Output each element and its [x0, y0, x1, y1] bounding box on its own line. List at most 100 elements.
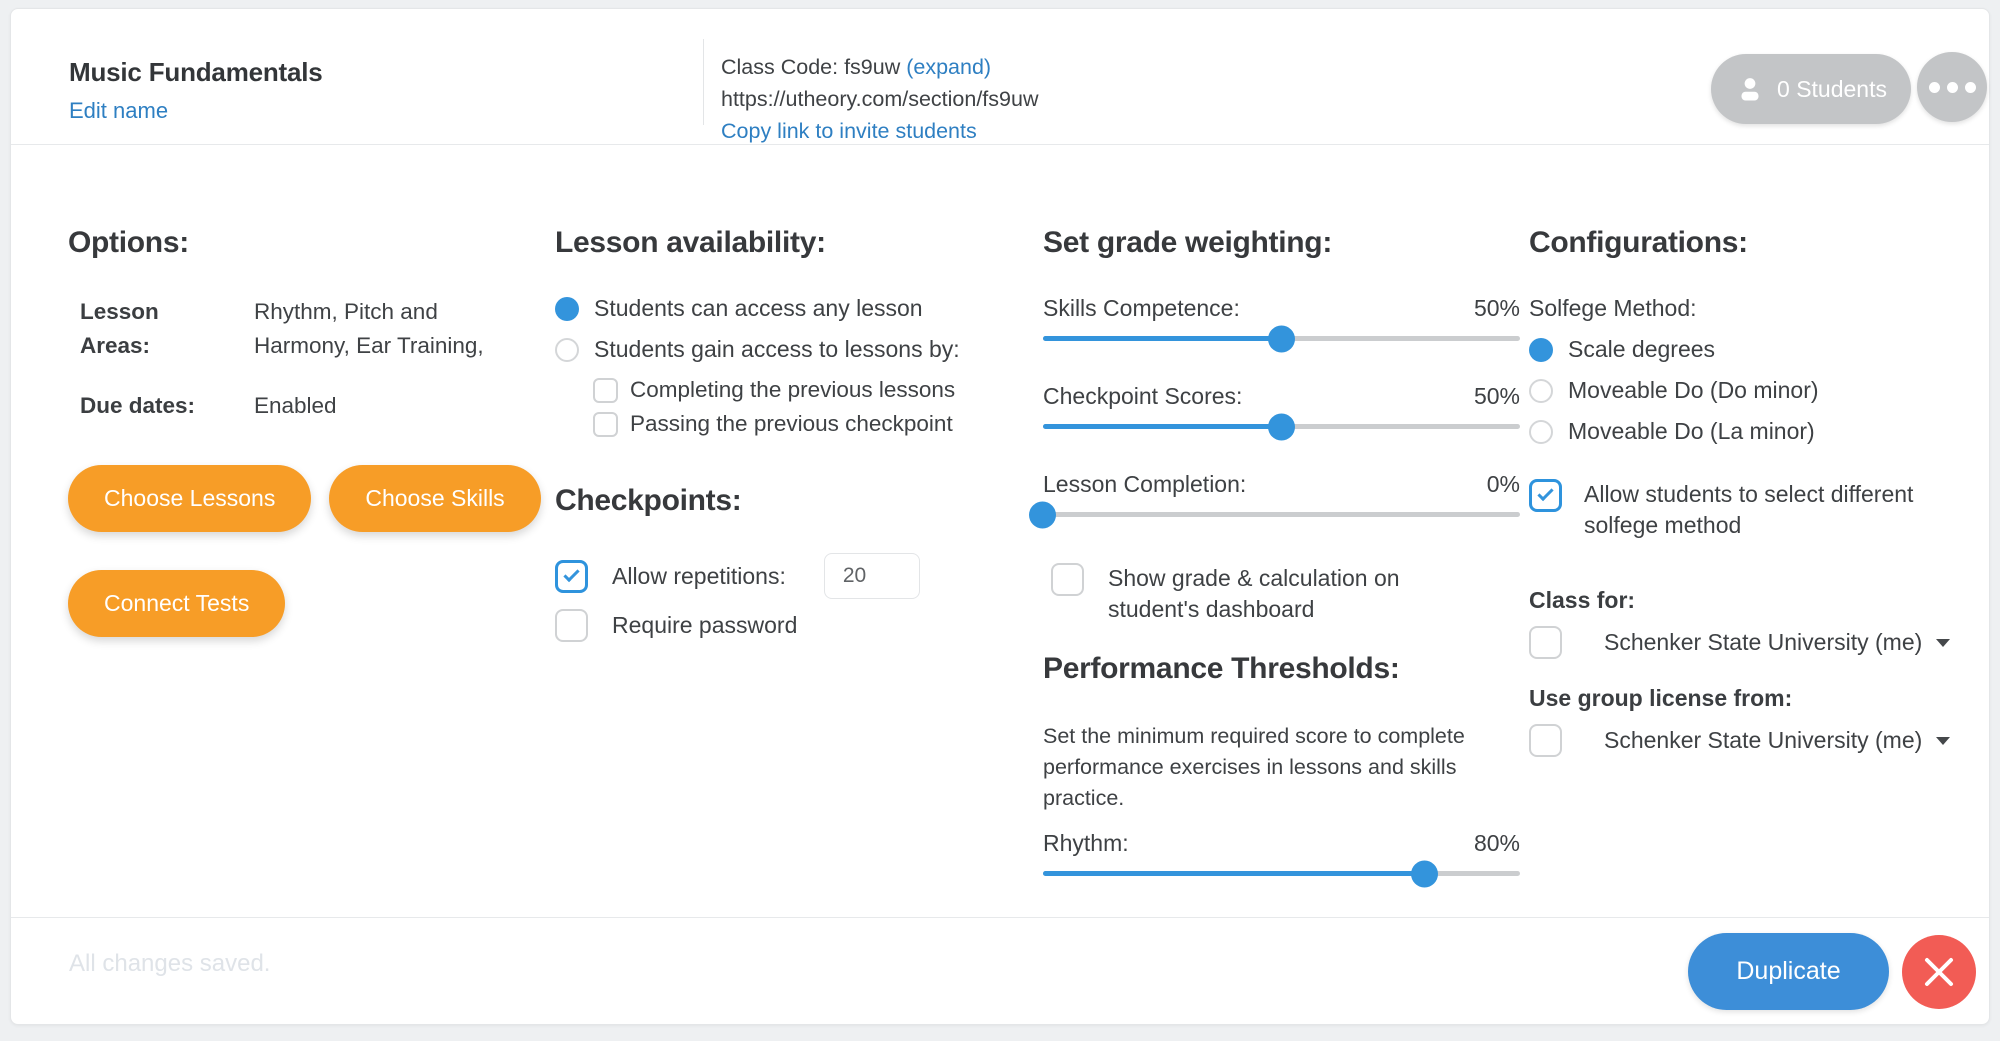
solfege-method-label: Solfege Method: [1529, 295, 1697, 321]
allow-select-solfege-checkbox[interactable] [1529, 479, 1562, 512]
options-buttons: Choose Lessons Choose Skills Connect Tes… [68, 465, 548, 657]
page-title: Music Fundamentals [69, 57, 323, 87]
lesson-areas-value: Rhythm, Pitch and Harmony, Ear Training, [254, 299, 484, 358]
completing-lessons-row: Completing the previous lessons [593, 377, 1043, 403]
group-license-label: Use group license from: [1529, 685, 1793, 711]
grading-heading: Set grade weighting: [1043, 226, 1333, 259]
rhythm-value: 80% [1473, 830, 1520, 856]
gain-access-options: Completing the previous lessons Passing … [593, 377, 1043, 437]
class-for-value[interactable]: Schenker State University (me) [1604, 629, 1923, 655]
due-dates-label: Due dates: [80, 393, 196, 418]
slider-thumb[interactable] [1029, 501, 1056, 528]
moveable-la-minor-label: Moveable Do (La minor) [1568, 418, 1815, 444]
allow-repetitions-row: Allow repetitions: [555, 553, 1043, 599]
options-heading: Options: [68, 226, 189, 259]
radio-row-any-lesson: Students can access any lesson [555, 295, 1043, 322]
checkpoint-scores-slider-group: Checkpoint Scores: 50% [1043, 383, 1520, 440]
group-license-checkbox[interactable] [1529, 724, 1562, 757]
person-icon [1735, 74, 1765, 104]
settings-card: Music Fundamentals Edit name Class Code:… [10, 8, 1990, 1025]
configurations-column: Configurations: Solfege Method: Scale de… [1529, 225, 1989, 917]
options-column: Options: Lesson Areas: Rhythm, Pitch and… [68, 225, 555, 917]
scale-degrees-label: Scale degrees [1568, 336, 1716, 362]
checkpoint-scores-label: Checkpoint Scores: [1043, 383, 1243, 409]
header-divider [703, 39, 704, 125]
caret-down-icon[interactable] [1936, 638, 1951, 647]
due-dates-value: Enabled [254, 393, 337, 418]
any-lesson-label: Students can access any lesson [594, 295, 923, 321]
connect-tests-button[interactable]: Connect Tests [68, 570, 286, 637]
footer: All changes saved. Duplicate [11, 917, 1989, 1024]
show-grade-checkbox[interactable] [1051, 563, 1084, 596]
skills-competence-value: 50% [1473, 295, 1520, 321]
passing-checkpoint-checkbox[interactable] [593, 411, 618, 437]
repetitions-input[interactable] [823, 553, 920, 599]
group-license-value[interactable]: Schenker State University (me) [1604, 727, 1923, 753]
moveable-la-minor-row: Moveable Do (La minor) [1529, 418, 1989, 445]
edit-name-link[interactable]: Edit name [69, 98, 169, 123]
availability-column: Lesson availability: Students can access… [555, 225, 1043, 917]
grading-column: Set grade weighting: Skills Competence: … [1029, 225, 1529, 917]
copy-invite-link[interactable]: Copy link to invite students [721, 119, 977, 143]
allow-repetitions-checkbox[interactable] [555, 559, 588, 593]
gain-access-label: Students gain access to lessons by: [594, 336, 960, 362]
title-block: Music Fundamentals Edit name [69, 57, 323, 124]
skills-competence-label: Skills Competence: [1043, 295, 1240, 321]
passing-checkpoint-row: Passing the previous checkpoint [593, 411, 1043, 437]
scale-degrees-radio[interactable] [1529, 337, 1553, 362]
choose-skills-button[interactable]: Choose Skills [329, 465, 541, 532]
slider-thumb[interactable] [1410, 860, 1438, 887]
class-url: https://utheory.com/section/fs9uw [721, 87, 1039, 111]
passing-checkpoint-label: Passing the previous checkpoint [630, 411, 953, 436]
group-license-row: Schenker State University (me) [1529, 724, 1989, 757]
moveable-la-minor-radio[interactable] [1529, 419, 1553, 444]
show-grade-row: Show grade & calculation on student's da… [1051, 563, 1529, 625]
duplicate-button[interactable]: Duplicate [1688, 933, 1889, 1010]
solfege-radio-group: Scale degrees Moveable Do (Do minor) Mov… [1529, 336, 1989, 445]
require-password-label: Require password [612, 612, 798, 638]
thresholds-heading: Performance Thresholds: [1043, 652, 1400, 685]
caret-down-icon[interactable] [1936, 736, 1951, 745]
lesson-completion-slider-group: Lesson Completion: 0% [1029, 471, 1520, 528]
lesson-areas-label: Lesson Areas: [80, 299, 159, 358]
settings-body: Options: Lesson Areas: Rhythm, Pitch and… [11, 145, 1989, 917]
expand-link[interactable]: (expand) [906, 55, 992, 79]
class-for-checkbox[interactable] [1529, 626, 1562, 659]
any-lesson-radio[interactable] [555, 296, 579, 321]
moveable-do-minor-radio[interactable] [1529, 378, 1553, 403]
choose-lessons-button[interactable]: Choose Lessons [68, 465, 312, 532]
skills-competence-slider[interactable] [1043, 325, 1520, 352]
rhythm-slider-group: Rhythm: 80% [1043, 830, 1520, 887]
rhythm-slider[interactable] [1043, 860, 1520, 887]
completing-lessons-checkbox[interactable] [593, 377, 618, 403]
students-count-label: 0 Students [1777, 75, 1887, 102]
lesson-completion-slider[interactable] [1029, 501, 1520, 528]
students-button[interactable]: 0 Students [1711, 54, 1911, 124]
checkpoint-scores-slider[interactable] [1043, 413, 1520, 440]
save-status: All changes saved. [69, 950, 271, 977]
slider-thumb[interactable] [1267, 413, 1295, 440]
class-code-block: Class Code: fs9uw (expand) https://utheo… [721, 51, 1038, 147]
scale-degrees-row: Scale degrees [1529, 336, 1989, 363]
checkpoint-scores-value: 50% [1473, 383, 1520, 409]
class-code-text: Class Code: fs9uw [721, 55, 901, 79]
configurations-heading: Configurations: [1529, 226, 1748, 259]
checkmark-icon [563, 565, 580, 582]
gain-access-radio[interactable] [555, 337, 579, 362]
class-for-row: Schenker State University (me) [1529, 626, 1989, 659]
moveable-do-minor-label: Moveable Do (Do minor) [1568, 377, 1819, 403]
availability-heading: Lesson availability: [555, 226, 826, 259]
show-grade-label: Show grade & calculation on student's da… [1108, 565, 1400, 622]
header: Music Fundamentals Edit name Class Code:… [11, 9, 1989, 145]
more-options-button[interactable] [1917, 52, 1987, 122]
due-dates-row: Due dates: Enabled [80, 389, 555, 423]
skills-competence-slider-group: Skills Competence: 50% [1043, 295, 1520, 352]
allow-select-solfege-row: Allow students to select different solfe… [1529, 479, 1989, 541]
require-password-row: Require password [555, 609, 1043, 642]
require-password-checkbox[interactable] [555, 609, 588, 642]
slider-thumb[interactable] [1267, 325, 1295, 352]
rhythm-label: Rhythm: [1043, 830, 1129, 856]
lesson-completion-value: 0% [1486, 471, 1520, 497]
close-icon [1922, 955, 1956, 989]
close-button[interactable] [1902, 935, 1976, 1009]
